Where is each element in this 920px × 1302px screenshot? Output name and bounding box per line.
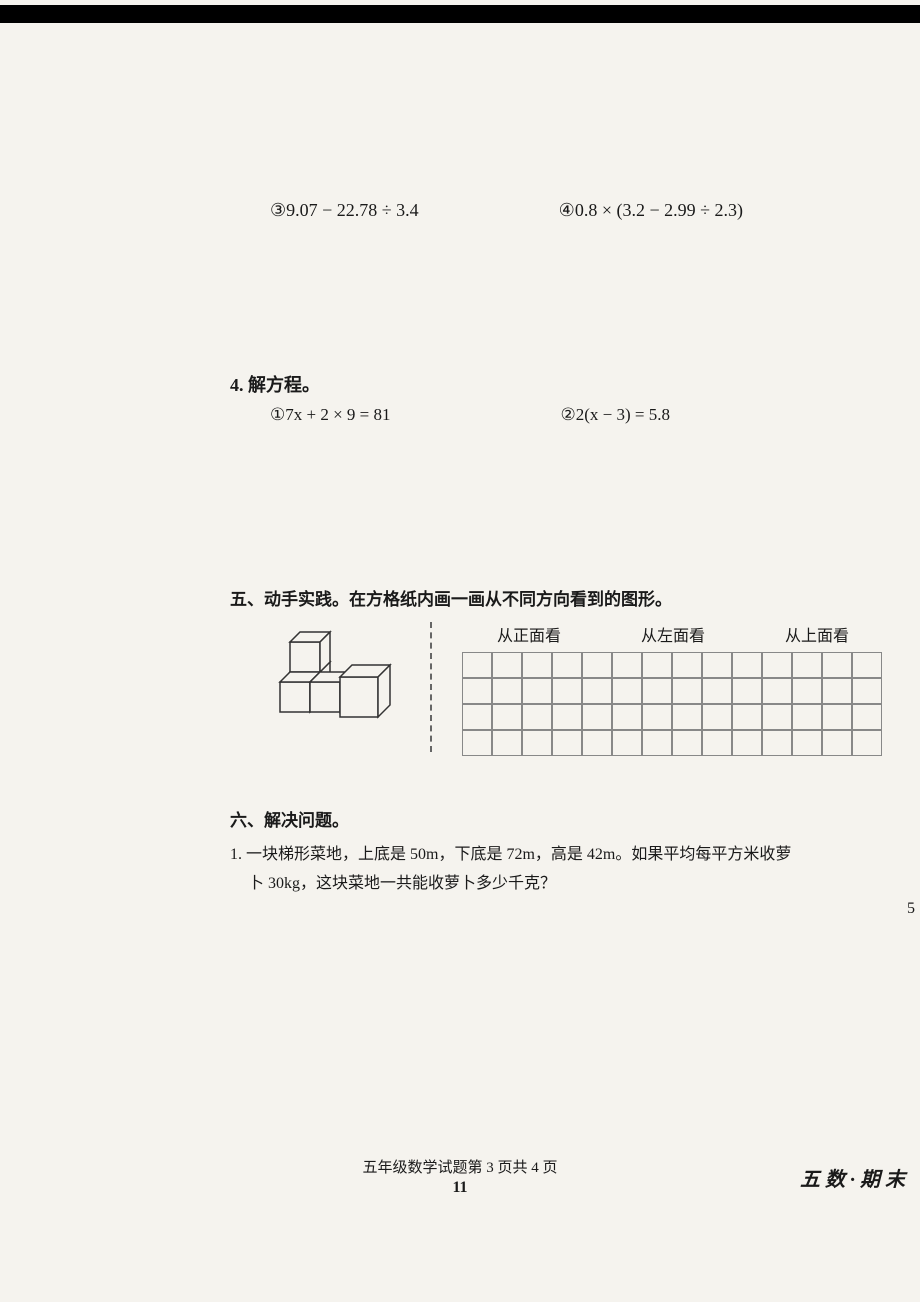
grid-cell (672, 652, 702, 678)
header-front: 从正面看 (497, 622, 561, 646)
grid-cell (822, 704, 852, 730)
expr-3: 9.07 − 22.78 ÷ 3.4 (286, 200, 419, 220)
section6-title: 六、解决问题。 (230, 806, 860, 831)
grid-cell (462, 678, 492, 704)
cube-svg (270, 622, 400, 732)
grid-cell (552, 704, 582, 730)
grid-cell (702, 652, 732, 678)
page-content: ③9.07 − 22.78 ÷ 3.4 ④0.8 × (3.2 − 2.99 ÷… (0, 0, 920, 1302)
grid-cell (462, 730, 492, 756)
grid-cell (822, 730, 852, 756)
grid-cell (732, 652, 762, 678)
grid-cell (852, 730, 882, 756)
grid-cell (732, 704, 762, 730)
grid-area: 从正面看 从左面看 从上面看 (462, 622, 882, 756)
expr-eq2: 2(x − 3) = 5.8 (576, 405, 670, 424)
grid-cell (612, 704, 642, 730)
vertical-divider (430, 622, 432, 752)
problem-3: ③9.07 − 22.78 ÷ 3.4 (270, 200, 419, 221)
grid-cell (612, 652, 642, 678)
grid-cell (552, 730, 582, 756)
grid-cell (492, 678, 522, 704)
grid-cell (492, 730, 522, 756)
q1-number: 1. (230, 846, 242, 863)
q1-line1: 一块梯形菜地，上底是 50m，下底是 72m，高是 42m。如果平均每平方米收萝 (246, 846, 791, 863)
grid-cell (792, 652, 822, 678)
grid-cell (522, 678, 552, 704)
grid-cell (642, 730, 672, 756)
equation-2: ②2(x − 3) = 5.8 (561, 405, 671, 425)
grid-cell (702, 678, 732, 704)
equation-1: ①7x + 2 × 9 = 81 (270, 405, 391, 425)
q1-line2: 卜 30kg，这块菜地一共能收萝卜多少千克？ (248, 870, 556, 899)
grid-cell (462, 704, 492, 730)
grid-cell (822, 678, 852, 704)
footer-text: 五年级数学试题第 3 页共 4 页 (362, 1160, 557, 1176)
marker-eq2: ② (561, 405, 576, 425)
problems-row-top: ③9.07 − 22.78 ÷ 3.4 ④0.8 × (3.2 − 2.99 ÷… (120, 200, 860, 221)
equations-row: ①7x + 2 × 9 = 81 ②2(x − 3) = 5.8 (120, 405, 860, 425)
grid-cell (582, 678, 612, 704)
grid-cell (522, 730, 552, 756)
page-number: 11 (0, 1179, 920, 1197)
grid-cell (822, 652, 852, 678)
grid-cell (552, 678, 582, 704)
grid-cell (492, 704, 522, 730)
grid-cell (762, 704, 792, 730)
marker-eq1: ① (270, 405, 285, 425)
grid-cell (702, 704, 732, 730)
grid-cell (522, 704, 552, 730)
expr-eq1: 7x + 2 × 9 = 81 (285, 405, 390, 424)
grid-cell (462, 652, 492, 678)
grid-cell (792, 730, 822, 756)
grid-cell (492, 652, 522, 678)
corner-label: 五 数 · 期 末 (800, 1163, 905, 1192)
marker-4: ④ (559, 200, 575, 221)
grid-cell (522, 652, 552, 678)
grid-cell (762, 730, 792, 756)
grid-table (462, 652, 882, 756)
grid-cell (762, 652, 792, 678)
header-left: 从左面看 (641, 622, 705, 646)
grid-cell (762, 678, 792, 704)
grid-cell (672, 704, 702, 730)
question-1: 1. 一块梯形菜地，上底是 50m，下底是 72m，高是 42m。如果平均每平方… (230, 841, 860, 899)
grid-cell (582, 704, 612, 730)
grid-cell (612, 678, 642, 704)
grid-cell (732, 678, 762, 704)
grid-cell (852, 652, 882, 678)
grid-cell (852, 704, 882, 730)
grid-cell (642, 678, 672, 704)
cube-figure (270, 622, 400, 732)
header-top: 从上面看 (785, 622, 849, 646)
page-footer: 五年级数学试题第 3 页共 4 页 11 (0, 1156, 920, 1197)
grid-cell (702, 730, 732, 756)
grid-cell (552, 652, 582, 678)
grid-cell (732, 730, 762, 756)
section4-title: 4. 解方程。 (230, 371, 860, 397)
grid-cell (582, 730, 612, 756)
grid-cell (792, 704, 822, 730)
section5-title: 五、动手实践。在方格纸内画一画从不同方向看到的图形。 (230, 585, 860, 610)
grid-cell (852, 678, 882, 704)
marker-3: ③ (270, 200, 286, 221)
grid-cell (612, 730, 642, 756)
grid-headers: 从正面看 从左面看 从上面看 (462, 622, 882, 646)
expr-4: 0.8 × (3.2 − 2.99 ÷ 2.3) (575, 200, 743, 220)
grid-cell (582, 652, 612, 678)
problem-4: ④0.8 × (3.2 − 2.99 ÷ 2.3) (559, 200, 743, 221)
grid-cell (792, 678, 822, 704)
grid-cell (642, 652, 672, 678)
grid-cell (672, 678, 702, 704)
grid-cell (672, 730, 702, 756)
grid-cell (642, 704, 672, 730)
edge-number: 5 (907, 900, 915, 918)
section5-content: 从正面看 从左面看 从上面看 (270, 622, 860, 756)
